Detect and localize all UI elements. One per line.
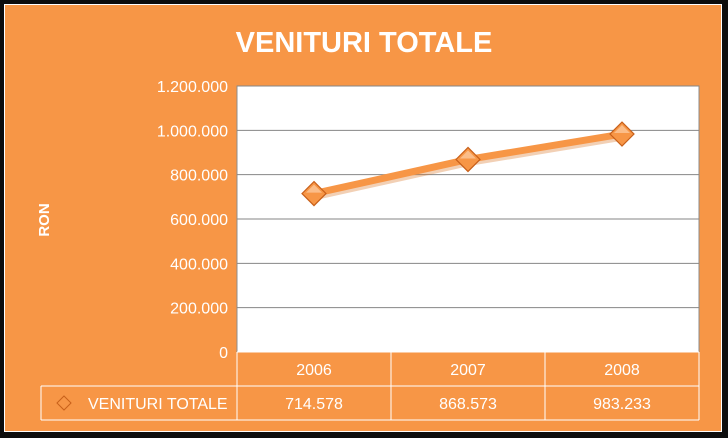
data-point-highlight xyxy=(460,150,476,159)
y-tick-label: 800.000 xyxy=(170,168,228,185)
data-point xyxy=(609,121,635,147)
data-table-value: 714.578 xyxy=(285,396,343,413)
y-tick-label: 400.000 xyxy=(170,256,228,273)
data-point-highlight xyxy=(614,125,630,134)
y-tick-label: 1.200.000 xyxy=(157,79,228,96)
data-point xyxy=(301,180,327,207)
y-tick-label: 0 xyxy=(219,345,228,362)
y-tick-label: 1.000.000 xyxy=(157,123,228,140)
y-tick-label: 600.000 xyxy=(170,212,228,229)
data-table-value: 868.573 xyxy=(439,396,497,413)
x-tick-label: 2006 xyxy=(296,362,332,379)
legend-marker xyxy=(56,395,72,411)
legend-label: VENITURI TOTALE xyxy=(88,396,228,413)
x-tick-label: 2007 xyxy=(450,362,486,379)
series-layer xyxy=(301,121,635,207)
y-axis-label: RON xyxy=(36,203,53,236)
data-point-highlight xyxy=(306,184,322,193)
data-table-value: 983.233 xyxy=(593,396,651,413)
data-table: 2006 2007 2008 714.578 868.573 983.233 VENITUR… xyxy=(40,351,700,421)
chart-title: VENITURI TOTALE xyxy=(236,27,493,59)
y-tick-label: 200.000 xyxy=(170,301,228,318)
y-tick-labels: 0 200.000 400.000 600.000 800.000 1.000.000 1.… xyxy=(157,79,228,362)
data-point xyxy=(455,146,481,173)
x-tick-label: 2008 xyxy=(604,362,640,379)
